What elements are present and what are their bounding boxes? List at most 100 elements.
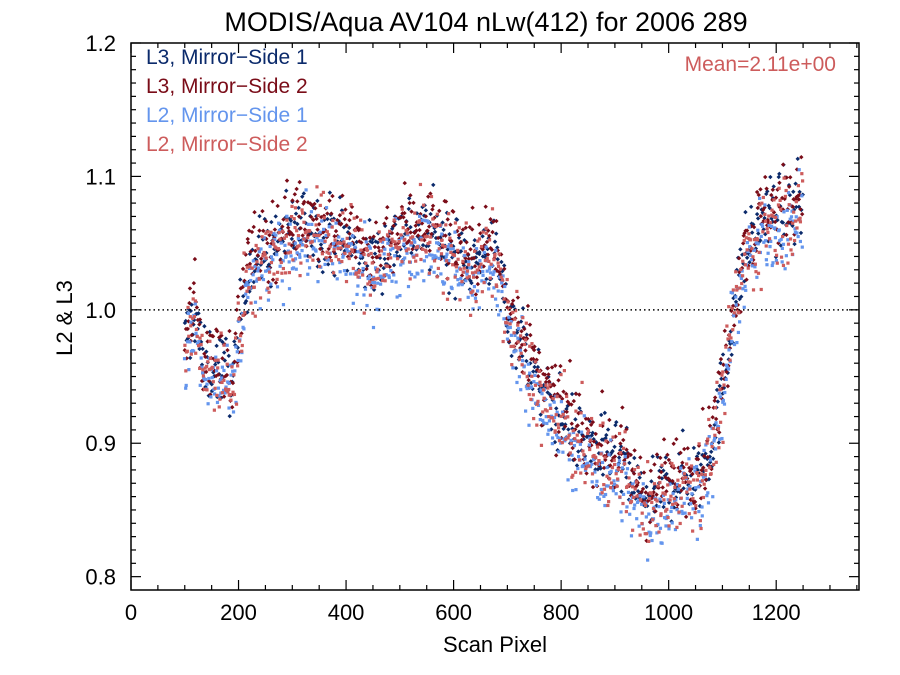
data-point [224, 385, 228, 389]
data-point [577, 439, 581, 444]
data-point [520, 359, 525, 363]
data-point [232, 392, 237, 397]
data-point [287, 242, 291, 246]
data-point [609, 438, 613, 442]
data-point [554, 433, 559, 437]
data-point [457, 226, 461, 230]
data-point [520, 306, 526, 311]
data-point [757, 238, 763, 243]
data-point [758, 187, 763, 192]
data-point [535, 373, 541, 379]
data-point [493, 254, 497, 258]
data-point [646, 460, 650, 464]
data-point [602, 487, 607, 491]
data-point [332, 246, 336, 250]
data-point [694, 486, 698, 490]
data-point [717, 446, 721, 450]
data-point [463, 270, 467, 274]
data-point [472, 275, 476, 279]
data-point [721, 400, 725, 404]
data-point [600, 460, 605, 465]
data-point [754, 241, 758, 245]
data-point [337, 258, 341, 262]
data-point [266, 298, 271, 302]
data-point [590, 462, 594, 466]
data-point [621, 437, 626, 443]
data-point [205, 382, 209, 386]
data-point [599, 452, 603, 456]
data-point [503, 284, 507, 289]
data-point [644, 538, 649, 543]
data-point [580, 421, 585, 426]
data-point [758, 196, 762, 201]
data-point [485, 259, 489, 263]
data-point [362, 293, 366, 297]
data-point [370, 285, 374, 290]
data-point [354, 271, 359, 275]
plot-frame [130, 42, 860, 591]
data-point [766, 220, 771, 225]
data-point [417, 214, 422, 218]
data-point [415, 233, 421, 238]
data-point [309, 210, 314, 214]
data-point [610, 465, 615, 470]
data-point [245, 281, 249, 285]
data-point [677, 510, 681, 514]
data-point [345, 236, 349, 240]
data-point [508, 325, 512, 330]
data-point [185, 326, 190, 332]
data-point [757, 250, 761, 255]
data-point [204, 330, 210, 335]
data-point [779, 255, 784, 259]
data-point [797, 168, 801, 172]
data-point [538, 412, 543, 417]
data-point [247, 266, 252, 271]
data-point [744, 255, 750, 260]
data-point [531, 369, 536, 374]
data-point [271, 258, 275, 262]
data-point [389, 248, 393, 252]
data-point [627, 483, 631, 487]
data-point [642, 495, 646, 499]
data-point [406, 238, 412, 244]
data-point [792, 238, 797, 243]
data-point [197, 346, 202, 352]
data-point [685, 496, 689, 500]
data-point [214, 355, 218, 359]
data-point [515, 295, 521, 300]
data-point [721, 440, 725, 444]
data-point [697, 485, 701, 489]
data-point [657, 475, 662, 480]
data-point [496, 264, 501, 269]
data-point [663, 492, 667, 496]
data-point [505, 277, 509, 282]
data-point [220, 391, 224, 395]
data-point [367, 235, 373, 240]
data-point [282, 195, 288, 200]
data-point [483, 258, 487, 263]
data-point [241, 312, 245, 316]
data-point [643, 490, 648, 495]
data-point [767, 237, 772, 241]
data-point [429, 265, 433, 269]
data-point [294, 267, 298, 271]
data-point [287, 270, 292, 275]
data-point [264, 231, 268, 235]
data-point [771, 214, 775, 218]
data-point [615, 469, 619, 473]
data-point [352, 216, 356, 220]
data-point [764, 191, 769, 197]
data-point [480, 279, 484, 283]
data-point [734, 284, 739, 289]
data-point [661, 437, 667, 442]
data-point [299, 241, 303, 245]
data-point [658, 526, 663, 530]
data-point [209, 382, 214, 387]
data-point [290, 204, 294, 209]
data-point [695, 456, 701, 462]
data-point [186, 305, 190, 310]
data-point [677, 469, 682, 474]
data-point [415, 253, 419, 257]
data-point [682, 472, 687, 476]
data-point [647, 539, 651, 543]
